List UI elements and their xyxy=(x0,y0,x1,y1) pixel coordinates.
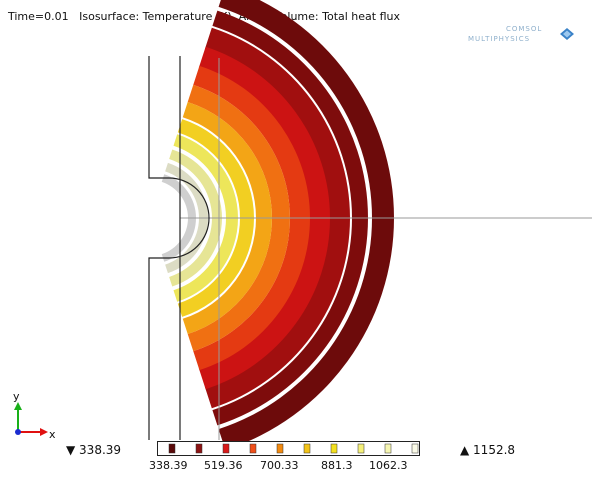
colorbar-swatch xyxy=(357,443,365,454)
isosurface-shell xyxy=(161,174,196,262)
colorbar-tick-label: 338.39 xyxy=(149,459,188,472)
colorbar-min-label: ▼ 338.39 xyxy=(66,443,122,457)
colorbar-tick-label: 881.3 xyxy=(321,459,353,472)
colorbar-swatch xyxy=(168,443,176,454)
isosurface-shell xyxy=(205,27,350,409)
colorbar-max-label: ▲ 1152.8 xyxy=(460,443,516,457)
colorbar-swatch xyxy=(276,443,284,454)
logo-mark-icon xyxy=(560,28,574,40)
isosurface-shell xyxy=(212,10,368,426)
colorbar-tick-label: 519.36 xyxy=(204,459,243,472)
logo-line-1: COMSOL xyxy=(506,25,543,33)
isosurface-shell xyxy=(173,134,238,302)
axis-orientation-triad xyxy=(14,402,48,436)
colorbar-swatch xyxy=(249,443,257,454)
colorbar-swatch xyxy=(222,443,230,454)
colorbar-swatch xyxy=(384,443,392,454)
colorbar-swatch xyxy=(330,443,338,454)
axis-x-label: x xyxy=(49,428,56,441)
colorbar-swatch xyxy=(303,443,311,454)
isosurface-shells xyxy=(161,0,395,451)
isosurface-shell xyxy=(193,65,310,371)
logo-line-2: MULTIPHYSICS xyxy=(468,35,531,43)
colorbar-tick-label: 700.33 xyxy=(260,459,299,472)
colorbar-swatch xyxy=(411,443,419,454)
colorbar-swatches xyxy=(168,443,419,454)
isosurface-shell xyxy=(169,149,223,287)
comsol-logo: COMSOL MULTIPHYSICS xyxy=(468,24,578,48)
geometry-boundary xyxy=(148,56,210,440)
axis-y-label: y xyxy=(13,390,20,403)
isosurface-shell xyxy=(177,119,254,317)
isosurface-shell xyxy=(182,101,272,335)
colorbar-swatch xyxy=(195,443,203,454)
colorbar-tick-label: 1062.3 xyxy=(369,459,408,472)
isosurface-shell xyxy=(218,0,395,451)
isosurface-shell xyxy=(198,46,331,390)
colorbar xyxy=(157,441,420,456)
